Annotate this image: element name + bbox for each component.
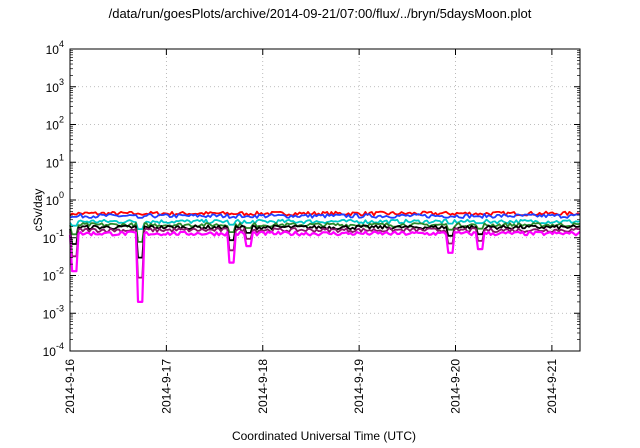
x-tick-label: 2014-9-19 (352, 359, 366, 414)
series-line (69, 210, 581, 217)
y-tick-label: 104 (46, 39, 64, 57)
y-tick-label: 103 (46, 77, 64, 95)
y-tick-label: 10-4 (43, 341, 64, 359)
series-line (69, 218, 581, 231)
y-tick-label: 102 (46, 115, 64, 133)
series-layer (68, 210, 581, 303)
series-line (69, 227, 581, 279)
series-line (68, 230, 581, 303)
y-tick-label: 10-2 (43, 266, 64, 284)
y-tick-label: 101 (46, 152, 64, 170)
y-tick-label: 10-1 (43, 228, 64, 246)
x-axis-label: Coordinated Universal Time (UTC) (231, 429, 417, 443)
x-tick-label: 2014-9-20 (449, 359, 463, 414)
x-tick-label: 2014-9-16 (63, 359, 77, 414)
x-tick-label: 2014-9-17 (159, 359, 173, 414)
y-tick-label: 10-3 (43, 303, 64, 321)
chart-title: /data/run/goesPlots/archive/2014-09-21/0… (108, 6, 532, 21)
grid (70, 49, 580, 351)
y-tick-label: 100 (46, 190, 64, 208)
x-tick-label: 2014-9-18 (256, 359, 270, 414)
series-line (69, 213, 581, 219)
x-tick-label: 2014-9-21 (545, 359, 559, 414)
